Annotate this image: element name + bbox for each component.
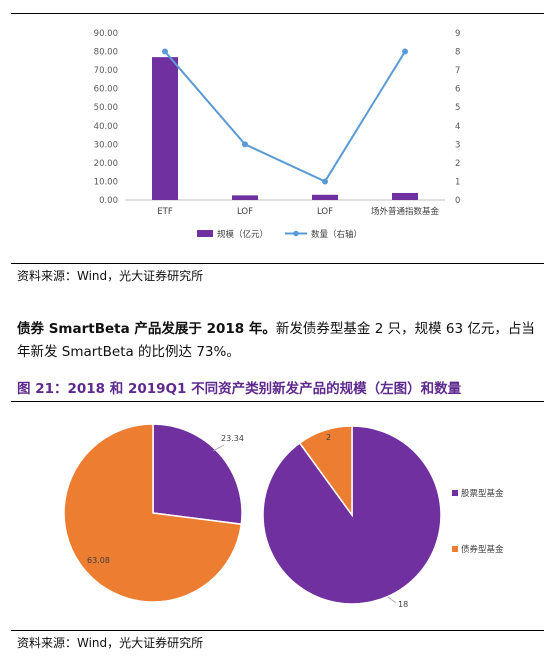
left-tick-label: 30.00 [94,140,118,150]
leader-line [212,444,225,452]
right-tick-label: 1 [455,177,460,187]
legend-bar-label: 规模（亿元） [217,229,268,240]
pie-slice [63,423,243,603]
figure-title: 图 21：2018 和 2019Q1 不同资产类别新发产品的规模（左图）和数量 [17,381,462,397]
pie-slice [298,425,353,518]
pie-value-label: 18 [398,600,408,609]
left-tick-label: 60.00 [94,85,118,95]
right-tick-label: 7 [455,66,460,76]
bar-scale [312,194,338,200]
paragraph-lead: 债券 SmartBeta 产品发展于 2018 年。 [17,321,276,337]
x-tick-label: LOF [317,207,333,217]
bar-scale [392,192,418,200]
legend-swatch-bond [452,546,458,552]
pie-value-label: 63.08 [87,556,110,565]
chart-legend: 规模（亿元） 数量（右轴） [197,229,362,240]
top-rule [11,13,544,14]
paragraph-text: 新发债券型基金 2 只，规模 63 亿元，占当年新发 SmartBeta 的比例… [17,321,535,360]
right-tick-label: 3 [455,140,460,150]
source-note-2: 资料来源：Wind，光大证券研究所 [17,636,204,650]
right-tick-label: 4 [455,122,460,132]
figure-title-rule [11,401,544,402]
left-tick-label: 70.00 [94,66,118,76]
left-tick-label: 10.00 [94,177,118,187]
line-point [242,141,248,148]
pie-value-label: 2 [326,433,331,442]
x-tick-label: 场外普通指数基金 [371,206,440,217]
legend-label-stock: 股票型基金 [461,488,504,499]
x-tick-label: LOF [237,207,253,217]
legend-line-label: 数量（右轴） [311,229,362,240]
combo-chart: 0.00 10.00 20.00 30.00 40.00 50.00 60.00 70.00 8… [94,29,461,240]
left-tick-label: 20.00 [94,159,118,169]
left-tick-label: 0.00 [99,196,118,206]
pie-charts: 23.34 63.08 18 2 股票型基金 债券型基金 [63,423,504,609]
legend-label-bond: 债券型基金 [461,544,504,555]
x-tick-label: ETF [157,207,173,217]
left-tick-label: 50.00 [94,103,118,113]
leader-line [387,596,397,604]
left-tick-label: 40.00 [94,122,118,132]
right-tick-label: 0 [455,196,460,206]
legend-swatch-stock [452,490,458,496]
left-tick-label: 80.00 [94,48,118,58]
quantity-line [164,50,406,183]
body-paragraph: 债券 SmartBeta 产品发展于 2018 年。新发债券型基金 2 只，规模… [17,318,547,364]
legend-line-marker [293,230,299,237]
pie-legend: 股票型基金 债券型基金 [452,488,504,555]
right-tick-label: 6 [455,85,460,95]
legend-bar-swatch [197,230,213,237]
bar-scale [232,195,258,200]
line-point [402,48,408,55]
line-point [162,48,168,55]
pie-value-label: 23.34 [221,434,244,443]
source-note-1: 资料来源：Wind，光大证券研究所 [17,269,204,283]
right-tick-label: 9 [455,29,460,39]
bar-scale [152,57,178,200]
left-tick-label: 90.00 [94,29,118,39]
pie-slice [152,423,243,526]
right-tick-label: 2 [455,159,460,169]
divider-1 [11,263,544,264]
right-tick-label: 5 [455,103,460,113]
right-tick-label: 8 [455,48,460,58]
line-point [322,178,328,185]
divider-2 [11,630,544,631]
